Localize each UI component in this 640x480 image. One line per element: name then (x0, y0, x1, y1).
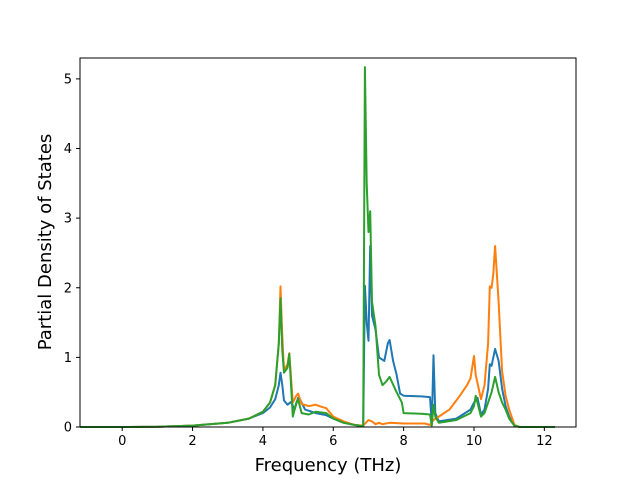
x-tick-label: 2 (188, 434, 196, 449)
x-axis-label: Frequency (THz) (255, 455, 402, 476)
y-tick-label: 5 (64, 72, 72, 87)
x-tick-label: 4 (259, 434, 267, 449)
series-line-1 (80, 245, 555, 428)
x-tick-label: 8 (399, 434, 407, 449)
plot-frame (79, 57, 577, 428)
x-tick-label: 0 (118, 434, 126, 449)
y-tick-label: 4 (64, 142, 72, 157)
series-line-3 (80, 66, 555, 428)
x-tick-label: 12 (536, 434, 553, 449)
y-tick-label: 3 (64, 212, 72, 227)
y-tick-label: 1 (64, 351, 72, 366)
y-tick-label: 2 (64, 281, 72, 296)
x-tick-label: 6 (329, 434, 337, 449)
y-tick-label: 0 (64, 421, 72, 436)
series-layer (80, 66, 555, 428)
x-tick-label: 10 (466, 434, 483, 449)
y-axis-label: Partial Density of States (35, 134, 56, 351)
